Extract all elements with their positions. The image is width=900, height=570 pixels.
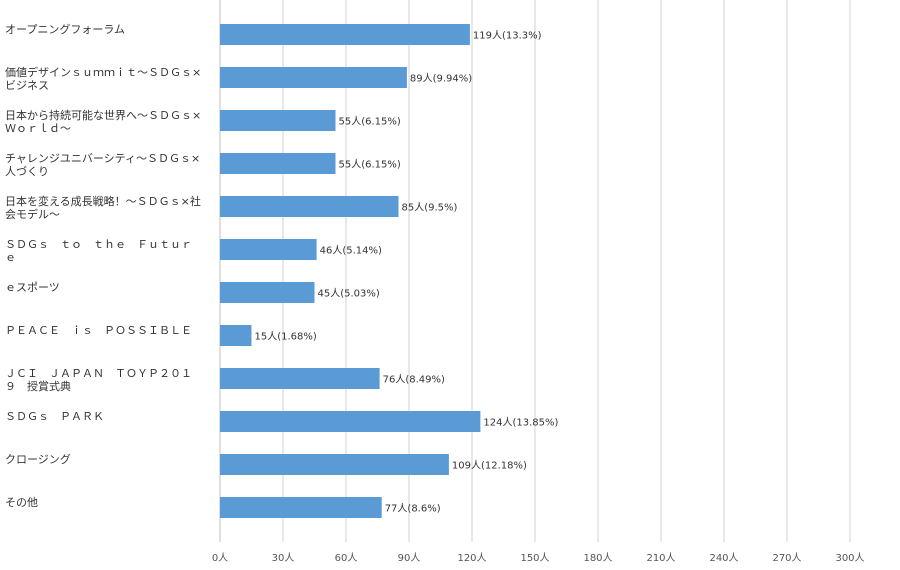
bar <box>220 454 449 475</box>
bar <box>220 110 336 131</box>
gridlines <box>219 0 851 542</box>
x-tick-label: 0人 <box>212 552 228 564</box>
bar <box>220 196 399 217</box>
x-tick-label: 210人 <box>646 552 675 564</box>
bar <box>220 325 252 346</box>
bar <box>220 153 336 174</box>
x-tick-label: 270人 <box>772 552 801 564</box>
bar <box>220 239 317 260</box>
data-label: 55人(6.15%) <box>339 116 401 128</box>
category-label: クロージング <box>5 452 71 466</box>
category-label: 価値デザインｓｕｍｍｉｔ～ＳＤＧｓ×ビジネス <box>5 65 201 92</box>
category-label: ＰＥＡＣＥ ｉｓ ＰＯＳＳＩＢＬＥ <box>5 324 192 337</box>
x-tick-label: 180人 <box>583 552 612 564</box>
data-label: 119人(13.3%) <box>473 30 542 42</box>
bar <box>220 24 470 45</box>
category-label: 日本を変える成長戦略！～ＳＤＧｓ×社会モデル～ <box>5 194 201 221</box>
category-label: ＪＣＩ ＪＡＰＡＮ ＴＯＹＰ２０１９ 授賞式典 <box>5 367 192 393</box>
x-tick-label: 60人 <box>335 552 358 564</box>
category-label: 日本から持続可能な世界へ～ＳＤＧｓ×Ｗｏｒｌｄ～ <box>5 108 201 135</box>
category-label: その他 <box>5 496 38 509</box>
x-tick-label: 240人 <box>709 552 738 564</box>
x-tick-label: 30人 <box>272 552 295 564</box>
x-tick-label: 120人 <box>457 552 486 564</box>
bar <box>220 282 315 303</box>
data-label: 76人(8.49%) <box>383 374 445 386</box>
category-label: ｅスポーツ <box>5 281 60 294</box>
x-tick-label: 300人 <box>835 552 864 564</box>
data-labels: 119人(13.3%) 89人(9.94%) 55人(6.15%) 55人(6.15%… <box>255 30 559 515</box>
bar <box>220 67 407 88</box>
category-label: ＳＤＧｓ ＰＡＲＫ <box>5 410 104 423</box>
category-labels: オープニングフォーラム価値デザインｓｕｍｍｉｔ～ＳＤＧｓ×ビジネス日本から持続可… <box>5 22 201 509</box>
x-axis-ticks: 0人 30人 60人 90人 120人 150人 180人 210人 240人 270人 300人 <box>212 552 865 564</box>
data-label: 124人(13.85%) <box>483 417 558 429</box>
bars <box>220 24 481 518</box>
data-label: 89人(9.94%) <box>410 73 472 85</box>
data-label: 46人(5.14%) <box>320 245 382 257</box>
data-label: 55人(6.15%) <box>339 159 401 171</box>
bar <box>220 368 380 389</box>
data-label: 45人(5.03%) <box>318 288 380 300</box>
bar <box>220 411 481 432</box>
category-label: オープニングフォーラム <box>5 22 125 36</box>
category-label: ＳＤＧｓ ｔｏ ｔｈｅ Ｆｕｔｕｒｅ <box>5 238 192 264</box>
x-tick-label: 90人 <box>398 552 421 564</box>
category-label: チャレンジユニバーシティ～ＳＤＧｓ×人づくり <box>5 152 200 178</box>
data-label: 109人(12.18%) <box>452 460 527 472</box>
bar <box>220 497 382 518</box>
data-label: 15人(1.68%) <box>255 331 317 343</box>
data-label: 77人(8.6%) <box>385 503 441 515</box>
x-tick-label: 150人 <box>520 552 549 564</box>
data-label: 85人(9.5%) <box>402 202 458 214</box>
